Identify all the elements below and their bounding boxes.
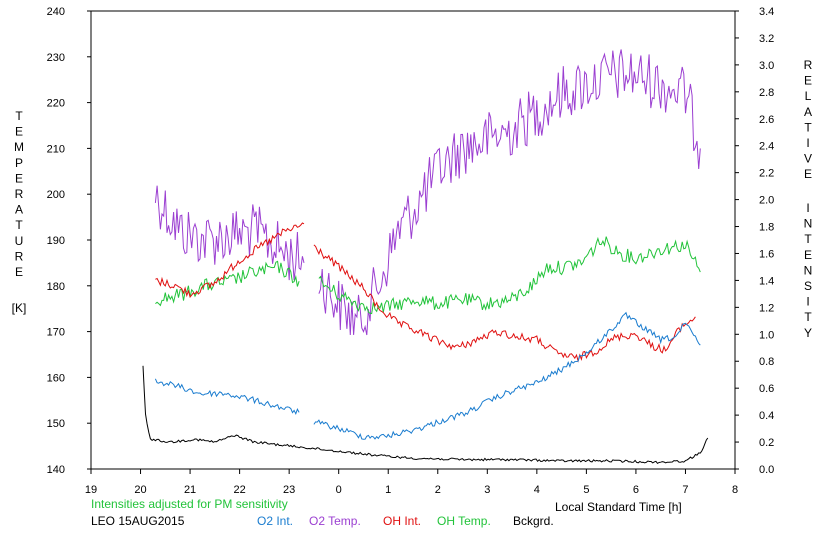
left-tick-label: 230 (47, 52, 65, 64)
x-tick-label: 3 (484, 484, 490, 496)
series-o2-int-line (154, 378, 300, 415)
x-tick-label: 21 (184, 484, 196, 496)
right-axis-letter: R (804, 58, 813, 72)
right-tick-label: 3.0 (759, 60, 774, 72)
series-oh-int-line (155, 222, 305, 299)
right-axis-letter: Y (804, 326, 812, 340)
left-tick-label: 220 (47, 98, 65, 110)
series-o2-int-line (313, 311, 701, 440)
legend-o2-temp: O2 Temp. (309, 514, 361, 528)
right-axis-letter: S (804, 279, 812, 293)
x-tick-label: 19 (85, 484, 97, 496)
right-tick-label: 1.2 (759, 302, 774, 314)
left-tick-label: 180 (47, 281, 65, 293)
right-tick-label: 1.6 (759, 248, 774, 260)
right-axis-letter: I (806, 201, 809, 215)
x-tick-label: 6 (633, 484, 639, 496)
left-axis-letter: R (15, 187, 24, 201)
right-tick-label: 1.8 (759, 222, 774, 234)
right-tick-label: 1.4 (759, 275, 774, 287)
right-axis-letter: V (804, 152, 812, 166)
x-tick-label: 20 (134, 484, 146, 496)
right-axis-letter: T (804, 120, 812, 134)
left-tick-label: 170 (47, 327, 65, 339)
legend-bckgrd: Bckgrd. (513, 514, 554, 528)
x-tick-label: 8 (732, 484, 738, 496)
right-tick-label: 2.0 (759, 195, 774, 207)
series-bckgrd-line (142, 365, 709, 465)
right-tick-label: 1.0 (759, 329, 774, 341)
right-axis-ticks: 3.4 3.2 3.0 2.8 2.6 2.4 2.2 2.0 1.8 1.6 1.4 1.2 1.0 0… (735, 6, 774, 476)
legend-o2-int: O2 Int. (257, 514, 293, 528)
legend-oh-int: OH Int. (383, 514, 421, 528)
left-axis-letter: E (15, 171, 23, 185)
right-tick-label: 2.4 (759, 141, 774, 153)
right-axis-letter: I (806, 295, 809, 309)
series-oh-temp-line (155, 260, 300, 307)
left-tick-label: 190 (47, 235, 65, 247)
left-axis-letter: M (14, 140, 24, 154)
series-oh-int-line (313, 244, 696, 363)
left-tick-label: 240 (47, 6, 65, 18)
left-axis-letter: A (15, 203, 23, 217)
series-oh-temp-line (318, 236, 701, 315)
right-axis-letter: E (804, 167, 812, 181)
left-axis-letter: R (15, 249, 24, 263)
right-tick-label: 2.6 (759, 114, 774, 126)
station-date-label: LEO 15AUG2015 (91, 514, 185, 528)
sensitivity-note: Intensities adjusted for PM sensitivity (91, 497, 288, 511)
left-tick-label: 200 (47, 189, 65, 201)
series-layer (142, 49, 709, 465)
left-axis-letter: T (15, 109, 23, 123)
x-tick-label: 0 (336, 484, 342, 496)
right-tick-label: 2.8 (759, 87, 774, 99)
left-axis-letter: E (15, 125, 23, 139)
series-o2-temp-line (154, 185, 305, 281)
x-tick-label: 22 (233, 484, 245, 496)
x-tick-label: 4 (534, 484, 540, 496)
right-axis-letter: L (805, 89, 812, 103)
legend-oh-temp: OH Temp. (437, 514, 491, 528)
left-tick-label: 160 (47, 372, 65, 384)
right-tick-label: 3.4 (759, 6, 774, 18)
right-tick-label: 2.2 (759, 168, 774, 180)
right-tick-label: 0.4 (759, 410, 774, 422)
x-tick-label: 7 (682, 484, 688, 496)
left-axis-letter: P (15, 156, 23, 170)
series-o2-temp-line (318, 49, 701, 336)
left-tick-label: 140 (47, 464, 65, 476)
right-axis-letter: E (804, 248, 812, 262)
right-axis-letter: N (804, 217, 813, 231)
right-axis-letter: I (806, 136, 809, 150)
right-tick-label: 0.6 (759, 383, 774, 395)
x-axis-label: Local Standard Time [h] (555, 500, 682, 514)
left-tick-label: 150 (47, 418, 65, 430)
right-axis-letter: T (804, 232, 812, 246)
left-tick-label: 210 (47, 143, 65, 155)
x-tick-label: 5 (583, 484, 589, 496)
right-axis-letter: A (804, 105, 812, 119)
right-axis-letter: T (804, 310, 812, 324)
left-axis-letter: E (15, 265, 23, 279)
right-tick-label: 0.8 (759, 356, 774, 368)
right-axis-letter: E (804, 74, 812, 88)
x-axis-ticks: 19 20 21 22 23 0 1 2 3 4 5 6 7 8 (85, 469, 738, 496)
x-tick-label: 2 (435, 484, 441, 496)
right-tick-label: 0.2 (759, 437, 774, 449)
x-tick-label: 23 (283, 484, 295, 496)
left-axis-letter: T (15, 218, 23, 232)
right-tick-label: 0.0 (759, 464, 774, 476)
x-tick-label: 1 (385, 484, 391, 496)
left-axis-ticks: 240 230 220 210 200 190 180 170 160 150 140 (47, 6, 91, 476)
right-axis-letter: N (804, 263, 813, 277)
left-axis-letter: U (15, 234, 24, 248)
left-axis-unit: [K] (12, 301, 27, 315)
right-tick-label: 3.2 (759, 33, 774, 45)
